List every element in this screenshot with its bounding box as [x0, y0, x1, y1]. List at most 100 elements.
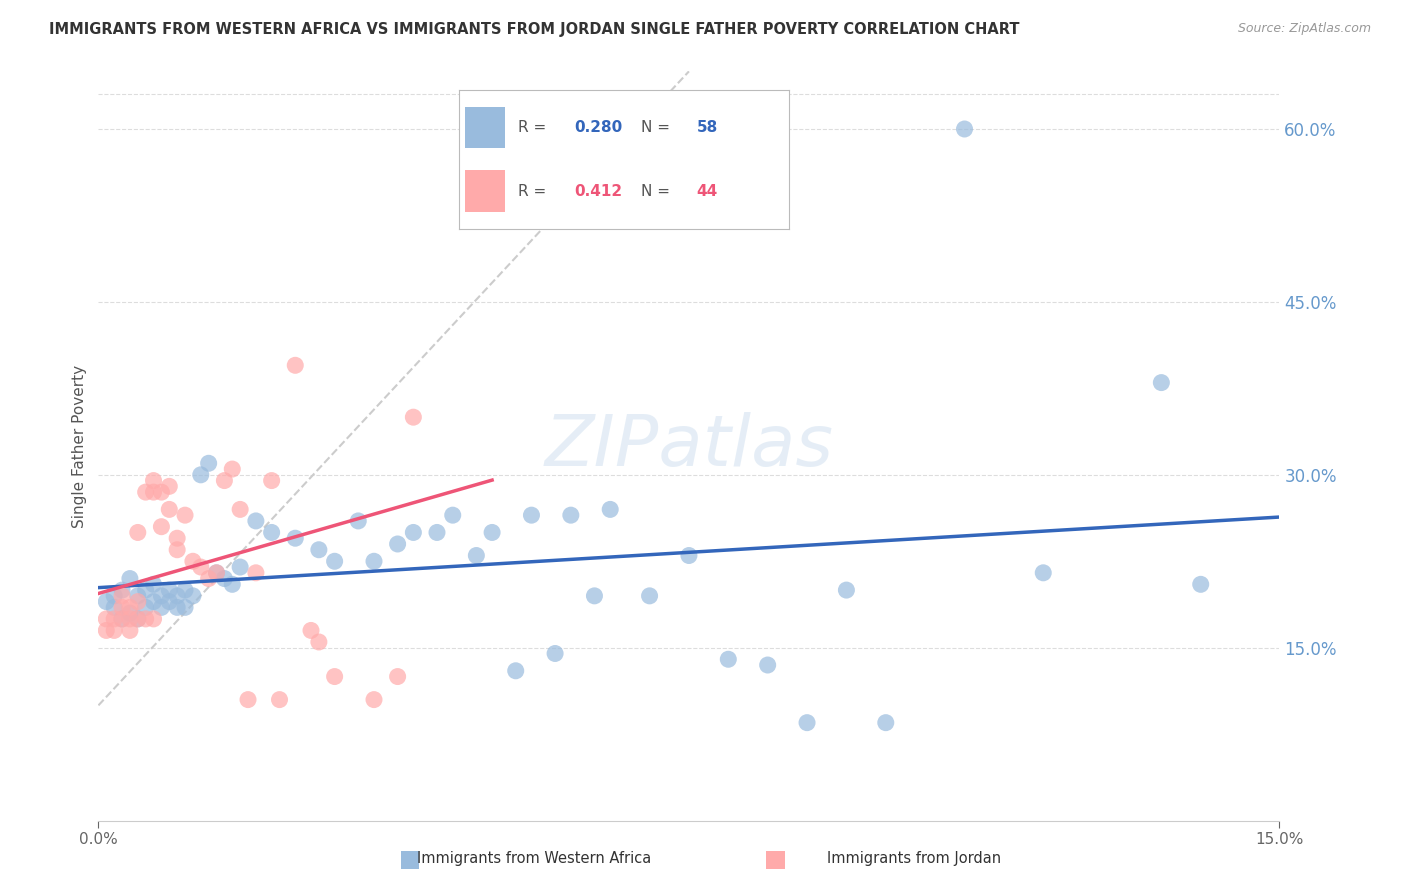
- Point: [111, 583, 134, 598]
- Point: [214, 572, 236, 586]
- Point: [260, 474, 283, 488]
- Point: [157, 479, 180, 493]
- Point: [875, 715, 897, 730]
- Point: [174, 600, 197, 615]
- Point: [118, 612, 141, 626]
- Y-axis label: Single Father Poverty: Single Father Poverty: [72, 365, 87, 527]
- Point: [103, 624, 125, 638]
- Point: [441, 508, 464, 523]
- Point: [796, 715, 818, 730]
- Point: [118, 606, 141, 620]
- Point: [236, 692, 259, 706]
- Point: [96, 624, 118, 638]
- Point: [544, 647, 567, 661]
- Point: [103, 612, 125, 626]
- Point: [127, 594, 149, 608]
- Point: [166, 589, 188, 603]
- Point: [135, 612, 157, 626]
- Point: [402, 410, 425, 425]
- Point: [205, 566, 228, 580]
- Point: [142, 594, 165, 608]
- Point: [181, 589, 204, 603]
- Point: [426, 525, 449, 540]
- Point: [229, 502, 252, 516]
- Point: [599, 502, 621, 516]
- Point: [953, 122, 976, 136]
- Point: [118, 600, 141, 615]
- Point: [402, 525, 425, 540]
- Point: [157, 594, 180, 608]
- Point: [142, 577, 165, 591]
- Point: [142, 612, 165, 626]
- Point: [166, 600, 188, 615]
- Point: [142, 485, 165, 500]
- Point: [520, 508, 543, 523]
- Point: [103, 589, 125, 603]
- Point: [174, 583, 197, 598]
- Point: [181, 554, 204, 568]
- Point: [299, 624, 322, 638]
- Point: [560, 508, 582, 523]
- Text: Immigrants from Jordan: Immigrants from Jordan: [827, 851, 1001, 865]
- Point: [111, 589, 134, 603]
- Point: [387, 669, 409, 683]
- Point: [308, 635, 330, 649]
- Point: [127, 612, 149, 626]
- Point: [229, 560, 252, 574]
- Point: [221, 462, 243, 476]
- Point: [481, 191, 503, 205]
- Point: [308, 542, 330, 557]
- Point: [166, 542, 188, 557]
- Point: [387, 537, 409, 551]
- Point: [363, 554, 385, 568]
- Point: [214, 474, 236, 488]
- Point: [127, 612, 149, 626]
- Point: [1150, 376, 1173, 390]
- Point: [756, 658, 779, 673]
- Point: [197, 456, 219, 470]
- Point: [150, 600, 173, 615]
- Point: [1032, 566, 1054, 580]
- Point: [678, 549, 700, 563]
- Text: ZIPatlas: ZIPatlas: [544, 411, 834, 481]
- Point: [835, 583, 858, 598]
- Point: [150, 589, 173, 603]
- Point: [135, 600, 157, 615]
- Point: [481, 525, 503, 540]
- Point: [245, 566, 267, 580]
- Point: [111, 600, 134, 615]
- Point: [150, 519, 173, 533]
- Point: [135, 583, 157, 598]
- Point: [96, 612, 118, 626]
- Point: [347, 514, 370, 528]
- Point: [103, 600, 125, 615]
- Point: [174, 508, 197, 523]
- Point: [465, 549, 488, 563]
- Point: [127, 525, 149, 540]
- Point: [221, 577, 243, 591]
- Point: [284, 359, 307, 373]
- Point: [323, 669, 346, 683]
- Point: [260, 525, 283, 540]
- Point: [205, 566, 228, 580]
- Point: [363, 692, 385, 706]
- Point: [245, 514, 267, 528]
- Point: [157, 583, 180, 598]
- Point: [323, 554, 346, 568]
- Point: [118, 572, 141, 586]
- Text: IMMIGRANTS FROM WESTERN AFRICA VS IMMIGRANTS FROM JORDAN SINGLE FATHER POVERTY C: IMMIGRANTS FROM WESTERN AFRICA VS IMMIGR…: [49, 22, 1019, 37]
- Point: [1189, 577, 1212, 591]
- Point: [118, 624, 141, 638]
- Point: [142, 474, 165, 488]
- Point: [111, 612, 134, 626]
- Point: [96, 594, 118, 608]
- Point: [284, 531, 307, 545]
- Point: [190, 467, 212, 482]
- Text: Source: ZipAtlas.com: Source: ZipAtlas.com: [1237, 22, 1371, 36]
- Text: Immigrants from Western Africa: Immigrants from Western Africa: [418, 851, 651, 865]
- Point: [166, 531, 188, 545]
- Point: [269, 692, 291, 706]
- Point: [190, 560, 212, 574]
- Point: [111, 612, 134, 626]
- Point: [638, 589, 661, 603]
